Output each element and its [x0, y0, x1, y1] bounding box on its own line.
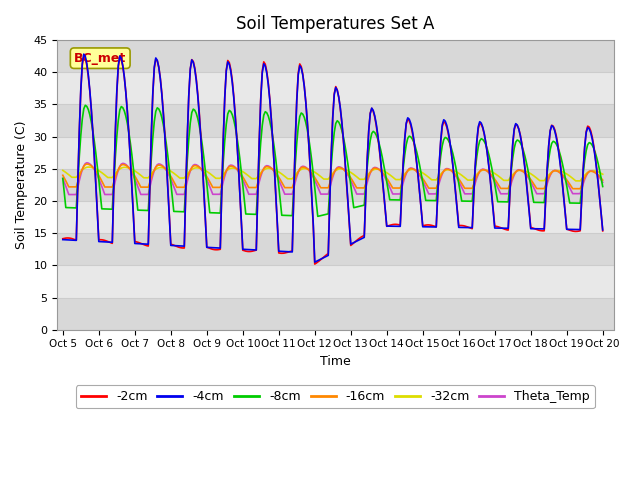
-4cm [80, 51, 88, 57]
-4cm [59, 237, 67, 242]
-2cm [369, 108, 377, 114]
Text: BC_met: BC_met [74, 52, 126, 65]
Bar [58, 201, 614, 233]
Theta_Temp [599, 180, 607, 185]
Theta_Temp [59, 176, 67, 181]
-32cm [368, 168, 376, 174]
Theta_Temp [536, 191, 543, 197]
-8cm [161, 131, 168, 136]
-2cm [74, 180, 82, 186]
-8cm [387, 197, 395, 203]
Theta_Temp [65, 192, 73, 197]
-16cm [59, 172, 67, 178]
-4cm [536, 226, 543, 232]
-4cm [74, 180, 82, 186]
Line: -32cm: -32cm [63, 167, 603, 181]
-32cm [161, 166, 168, 171]
-16cm [534, 186, 542, 192]
-4cm [399, 159, 407, 165]
-32cm [398, 175, 406, 180]
Line: -4cm: -4cm [63, 54, 603, 262]
Bar [58, 169, 614, 201]
-8cm [536, 200, 543, 205]
Theta_Temp [83, 160, 91, 166]
Bar [58, 72, 614, 105]
-8cm [369, 129, 377, 134]
-8cm [399, 165, 407, 171]
-8cm [81, 102, 89, 108]
-8cm [599, 184, 607, 190]
-4cm [161, 132, 168, 138]
-2cm [80, 53, 88, 59]
-4cm [387, 223, 395, 229]
-32cm [386, 172, 394, 178]
Line: -16cm: -16cm [63, 164, 603, 189]
-4cm [599, 227, 607, 233]
Line: -2cm: -2cm [63, 56, 603, 264]
Bar [58, 265, 614, 298]
-32cm [84, 164, 92, 170]
-16cm [577, 186, 584, 192]
-2cm [399, 159, 407, 165]
-2cm [311, 261, 319, 267]
Theta_Temp [387, 188, 395, 193]
-32cm [599, 171, 607, 177]
Theta_Temp [399, 180, 407, 185]
-16cm [368, 167, 376, 173]
-2cm [387, 222, 395, 228]
-16cm [386, 180, 394, 186]
-2cm [161, 131, 168, 136]
Bar [58, 233, 614, 265]
-32cm [534, 177, 542, 182]
Bar [58, 137, 614, 169]
-4cm [311, 259, 319, 265]
-16cm [161, 165, 168, 171]
-32cm [577, 178, 584, 184]
-4cm [369, 108, 377, 113]
Bar [58, 40, 614, 72]
-8cm [314, 214, 321, 219]
-16cm [599, 177, 607, 183]
-16cm [74, 179, 82, 185]
-8cm [59, 176, 67, 181]
-8cm [74, 179, 82, 184]
X-axis label: Time: Time [320, 355, 351, 368]
Theta_Temp [76, 178, 83, 183]
Line: Theta_Temp: Theta_Temp [63, 163, 603, 194]
-2cm [59, 236, 67, 241]
Line: -8cm: -8cm [63, 105, 603, 216]
-16cm [83, 161, 91, 167]
-2cm [599, 228, 607, 234]
Legend: -2cm, -4cm, -8cm, -16cm, -32cm, Theta_Temp: -2cm, -4cm, -8cm, -16cm, -32cm, Theta_Te… [76, 385, 595, 408]
-32cm [74, 172, 82, 178]
Title: Soil Temperatures Set A: Soil Temperatures Set A [236, 15, 435, 33]
-32cm [59, 168, 67, 173]
-16cm [398, 181, 406, 187]
-2cm [536, 228, 543, 233]
Theta_Temp [163, 168, 170, 173]
Bar [58, 105, 614, 137]
Theta_Temp [369, 165, 377, 171]
Y-axis label: Soil Temperature (C): Soil Temperature (C) [15, 120, 28, 249]
Bar [58, 298, 614, 330]
